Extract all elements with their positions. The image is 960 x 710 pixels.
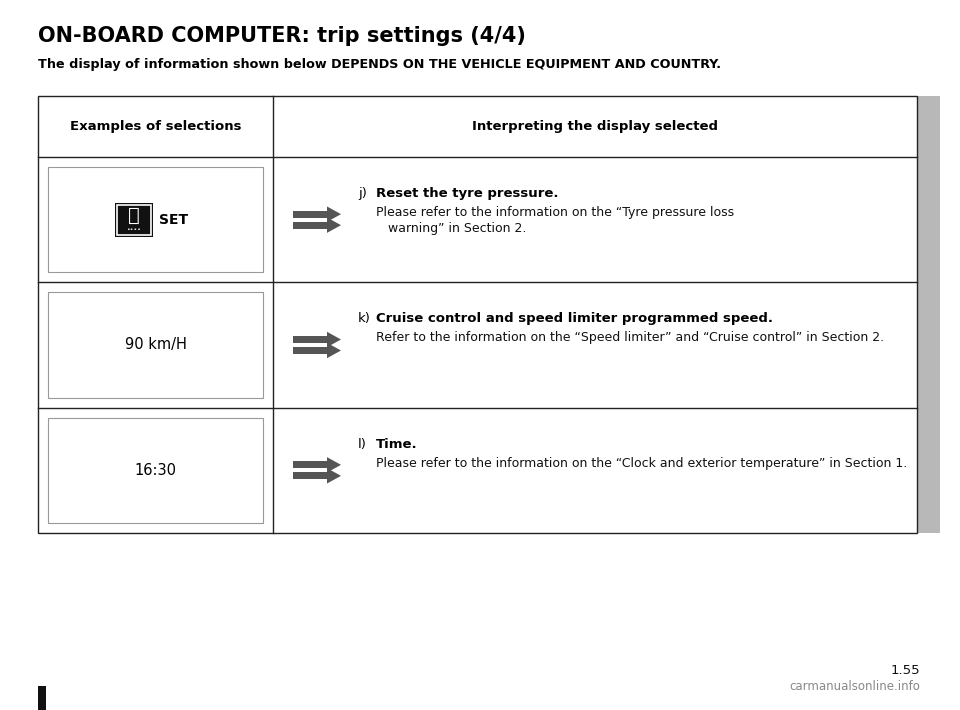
Bar (293, 347, 327, 354)
Bar (293, 472, 327, 479)
Text: carmanualsonline.info: carmanualsonline.info (789, 680, 920, 693)
Text: Time.: Time. (376, 437, 418, 451)
Text: warning” in Section 2.: warning” in Section 2. (376, 222, 526, 235)
Text: Refer to the information on the “Speed limiter” and “Cruise control” in Section : Refer to the information on the “Speed l… (376, 332, 884, 344)
Bar (293, 222, 327, 229)
Text: Cruise control and speed limiter programmed speed.: Cruise control and speed limiter program… (376, 312, 773, 325)
Bar (917, 96, 940, 533)
Text: ••••: •••• (126, 227, 141, 232)
Text: ⓘ: ⓘ (128, 206, 139, 225)
Polygon shape (327, 217, 341, 233)
Bar (38, 686, 46, 710)
Text: Examples of selections: Examples of selections (70, 120, 241, 133)
Polygon shape (327, 332, 341, 347)
Text: SET: SET (159, 213, 188, 226)
Bar (116, 204, 151, 235)
Polygon shape (327, 468, 341, 484)
Bar (48, 417, 263, 523)
Text: Please refer to the information on the “Clock and exterior temperature” in Secti: Please refer to the information on the “… (376, 457, 907, 470)
Text: 16:30: 16:30 (134, 463, 177, 478)
Bar (48, 167, 263, 273)
Bar (293, 336, 327, 343)
Polygon shape (327, 343, 341, 359)
Text: 90 km/H: 90 km/H (125, 337, 186, 352)
Bar (293, 462, 327, 469)
Text: l): l) (358, 437, 367, 451)
Bar (48, 293, 263, 398)
Bar (114, 202, 153, 236)
Bar (38, 96, 917, 533)
Text: j): j) (358, 187, 367, 200)
Text: k): k) (358, 312, 371, 325)
Polygon shape (327, 457, 341, 473)
Text: The display of information shown below DEPENDS ON THE VEHICLE EQUIPMENT AND COUN: The display of information shown below D… (38, 58, 721, 71)
Polygon shape (327, 207, 341, 222)
Text: Please refer to the information on the “Tyre pressure loss: Please refer to the information on the “… (376, 206, 734, 219)
Text: Reset the tyre pressure.: Reset the tyre pressure. (376, 187, 559, 200)
Text: ON-BOARD COMPUTER: trip settings (4/4): ON-BOARD COMPUTER: trip settings (4/4) (38, 26, 526, 46)
Text: 1.55: 1.55 (890, 664, 920, 677)
Text: Interpreting the display selected: Interpreting the display selected (472, 120, 718, 133)
Bar (293, 211, 327, 218)
